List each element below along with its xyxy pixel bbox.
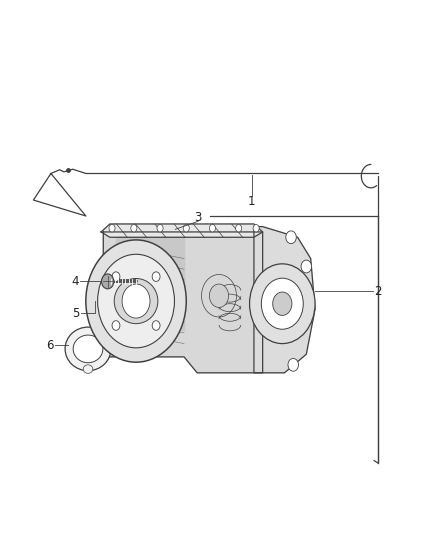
Ellipse shape <box>65 327 111 370</box>
Circle shape <box>286 231 296 244</box>
Circle shape <box>303 311 314 324</box>
Circle shape <box>236 224 242 232</box>
Polygon shape <box>101 224 263 237</box>
Ellipse shape <box>83 365 93 373</box>
Circle shape <box>183 224 189 232</box>
Ellipse shape <box>73 335 103 363</box>
Circle shape <box>253 224 259 232</box>
Text: 3: 3 <box>194 211 202 224</box>
Ellipse shape <box>114 278 158 324</box>
Circle shape <box>261 278 303 329</box>
Text: 5: 5 <box>72 307 79 320</box>
Circle shape <box>98 254 174 348</box>
Polygon shape <box>254 227 315 373</box>
Circle shape <box>122 284 150 318</box>
Circle shape <box>131 224 137 232</box>
Circle shape <box>152 272 160 281</box>
Circle shape <box>112 272 120 281</box>
Circle shape <box>301 260 311 273</box>
Circle shape <box>209 224 215 232</box>
Circle shape <box>250 264 315 344</box>
Text: 1: 1 <box>248 195 255 208</box>
Circle shape <box>102 274 114 289</box>
Circle shape <box>86 240 186 362</box>
Text: 4: 4 <box>71 275 79 288</box>
Circle shape <box>209 284 229 308</box>
Circle shape <box>152 321 160 330</box>
Text: 6: 6 <box>46 338 53 352</box>
Circle shape <box>109 224 115 232</box>
Circle shape <box>273 292 292 316</box>
Text: 2: 2 <box>374 285 382 298</box>
Circle shape <box>288 359 298 371</box>
Polygon shape <box>117 237 184 330</box>
Circle shape <box>112 321 120 330</box>
Polygon shape <box>103 232 263 373</box>
Circle shape <box>157 224 163 232</box>
